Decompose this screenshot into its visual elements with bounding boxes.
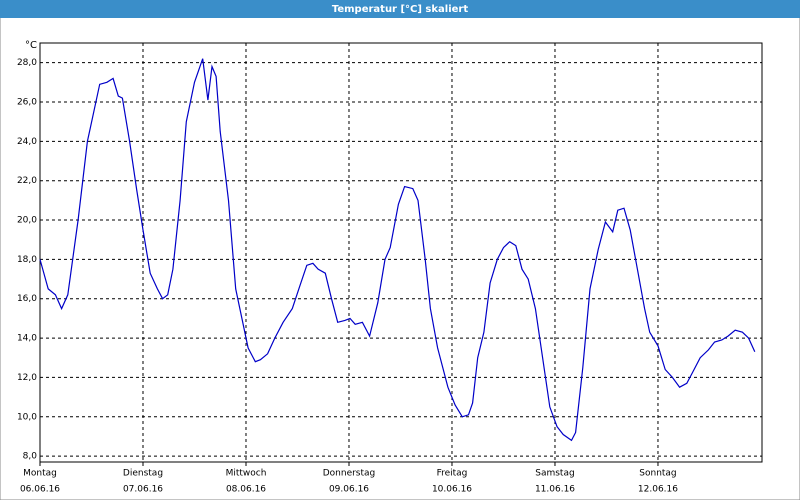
x-tick-label: Montag xyxy=(23,469,57,479)
y-tick-label: 28,0 xyxy=(17,58,37,68)
x-tick-label: Dienstag xyxy=(123,469,163,479)
x-tick-date: 11.06.16 xyxy=(535,485,575,495)
y-tick-label: 24,0 xyxy=(17,137,37,147)
y-tick-label: 8,0 xyxy=(23,452,38,462)
x-tick-label: Sonntag xyxy=(639,469,676,479)
x-tick-label: Samstag xyxy=(535,469,574,479)
x-tick-label: Mittwoch xyxy=(226,469,267,479)
x-tick-date: 12.06.16 xyxy=(638,485,678,495)
y-tick-label: 16,0 xyxy=(17,294,37,304)
y-tick-label: 18,0 xyxy=(17,255,37,265)
y-tick-label: 12,0 xyxy=(17,373,37,383)
x-tick-date: 10.06.16 xyxy=(432,485,472,495)
y-tick-label: 14,0 xyxy=(17,334,37,344)
x-tick-date: 08.06.16 xyxy=(226,485,266,495)
x-tick-date: 06.06.16 xyxy=(20,485,60,495)
y-unit: °C xyxy=(25,40,37,51)
title-bar xyxy=(0,0,800,18)
y-tick-label: 26,0 xyxy=(17,98,37,108)
x-tick-label: Freitag xyxy=(437,469,468,479)
chart-title: Temperatur [°C] skaliert xyxy=(332,4,469,15)
x-tick-label: Donnerstag xyxy=(323,469,376,479)
y-tick-label: 22,0 xyxy=(17,176,37,186)
plot-area xyxy=(39,42,763,463)
x-tick-date: 09.06.16 xyxy=(329,485,369,495)
temperature-line xyxy=(39,58,756,442)
x-tick-date: 07.06.16 xyxy=(123,485,163,495)
y-tick-label: 20,0 xyxy=(17,216,37,226)
y-tick-label: 10,0 xyxy=(17,412,37,422)
